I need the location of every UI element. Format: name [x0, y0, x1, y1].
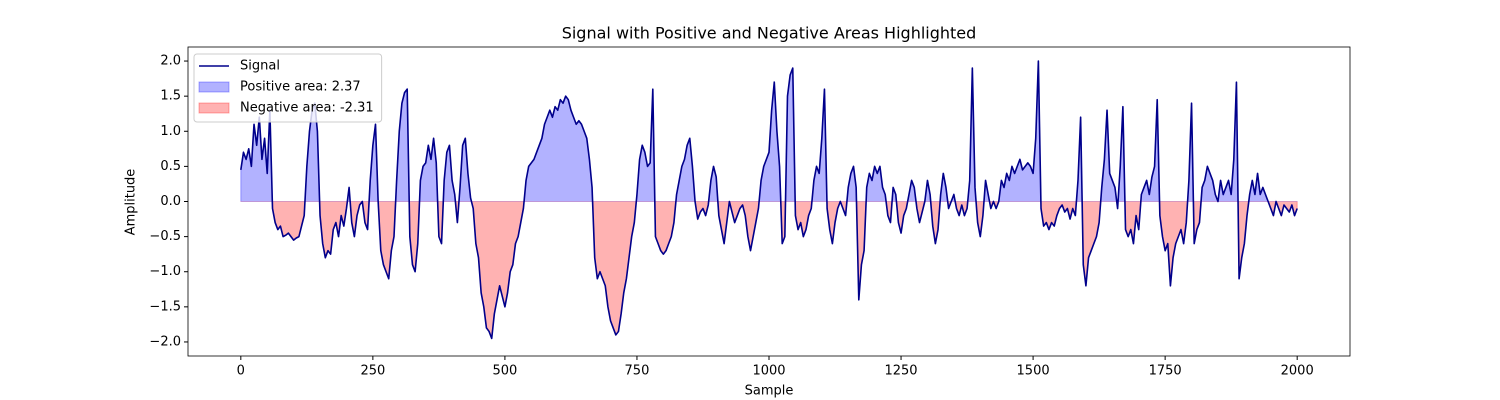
x-tick-label: 2000 — [1281, 364, 1314, 379]
y-tick-label: −2.0 — [149, 334, 181, 349]
x-tick-label: 0 — [237, 364, 245, 379]
y-axis-label: Amplitude — [124, 169, 139, 236]
y-tick-label: 0.0 — [160, 194, 181, 209]
legend-swatch — [198, 102, 230, 114]
x-tick-label: 1250 — [884, 364, 917, 379]
legend-label: Positive area: 2.37 — [240, 80, 361, 95]
legend: Signal Positive area: 2.37 Negative area: … — [193, 53, 383, 123]
signal-line — [240, 60, 1298, 340]
x-tick-label: 750 — [625, 364, 650, 379]
x-tick-label: 1500 — [1017, 364, 1050, 379]
y-tick-label: −0.5 — [149, 229, 181, 244]
x-tick-label: 1000 — [752, 364, 785, 379]
x-tick-label: 500 — [492, 364, 517, 379]
x-tick-label: 1750 — [1149, 364, 1182, 379]
y-tick-label: −1.0 — [149, 264, 181, 279]
x-axis-label: Sample — [745, 384, 794, 399]
y-tick-label: 1.0 — [160, 124, 181, 139]
legend-swatch — [198, 81, 230, 93]
y-tick-label: −1.5 — [149, 299, 181, 314]
y-tick-label: 1.5 — [160, 89, 181, 104]
x-tick-label: 250 — [360, 364, 385, 379]
chart-title: Signal with Positive and Negative Areas … — [562, 24, 977, 43]
plot-area: 0 250 500 750 1000 1250 1500 1750 2000 −2.0 −1.5 −1… — [149, 46, 1351, 379]
axes-frame — [187, 46, 1351, 357]
legend-label: Signal — [240, 59, 280, 74]
legend-frame — [193, 53, 383, 123]
legend-label: Negative area: -2.31 — [240, 101, 374, 116]
y-tick-label: 2.0 — [160, 54, 181, 69]
y-tick-label: 0.5 — [160, 159, 181, 174]
